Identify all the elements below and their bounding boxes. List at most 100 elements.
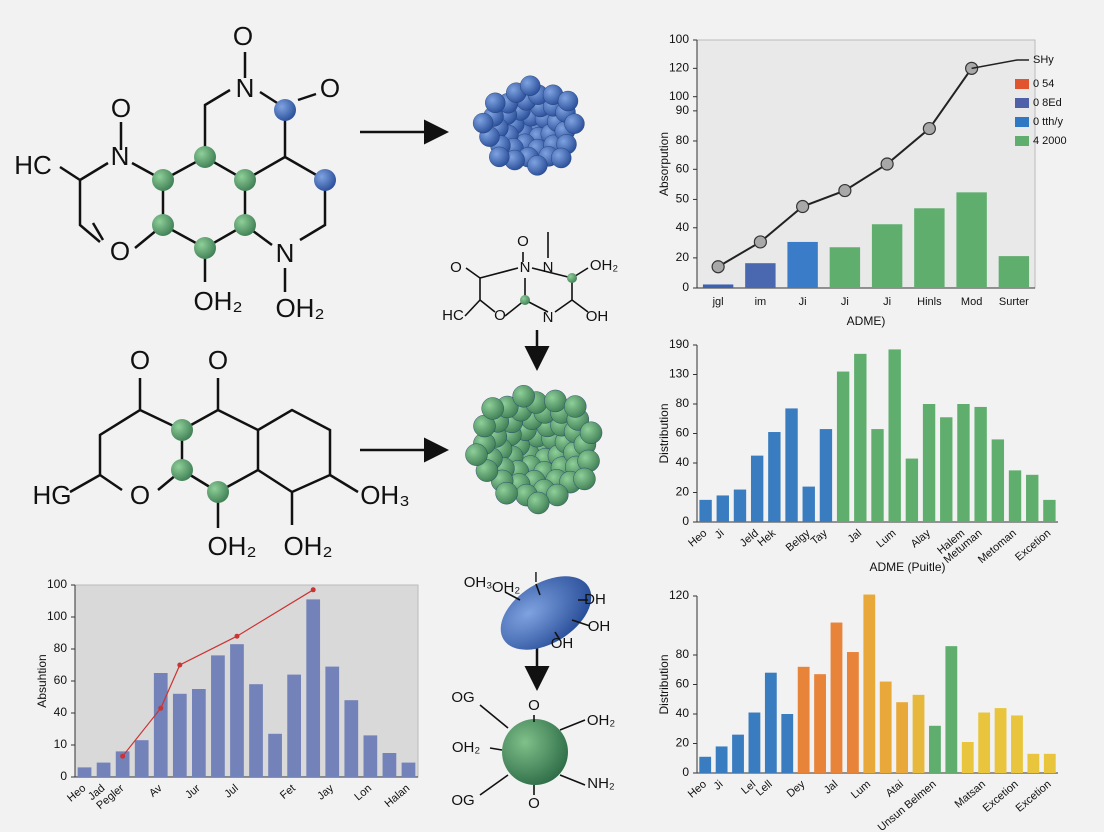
atom-label: HG [33, 480, 72, 510]
x-tick-label: Surter [999, 296, 1029, 308]
x-tick-label: Ji [883, 296, 891, 308]
y-tick-label: 100 [669, 32, 689, 46]
x-tick-label: Hek [755, 527, 778, 549]
x-tick-label: Metoman [976, 527, 1019, 566]
y-tick-label: 10 [54, 737, 68, 751]
y-tick-label: 60 [676, 161, 690, 175]
x-tick-label: Jal [846, 527, 864, 545]
molecule-labels: O N O O N HC O N OH₂ OH₂ O O N N OH₂ HC … [14, 21, 618, 812]
y-tick-label: 20 [676, 736, 690, 750]
line-marker [234, 633, 240, 639]
bar [745, 263, 776, 288]
atom-label: O [528, 795, 540, 812]
bar [978, 712, 991, 773]
bar [1043, 499, 1056, 522]
bonds [59, 52, 327, 292]
bar [363, 735, 378, 777]
x-tick-label: Heo [686, 527, 709, 549]
bar [134, 740, 149, 777]
y-tick-label: 120 [669, 61, 689, 75]
line-lead [971, 59, 1029, 70]
x-tick-label: Jal [822, 778, 840, 796]
bar [814, 674, 826, 773]
x-tick-label: Atai [884, 778, 906, 799]
x-tick-label: Lon [352, 782, 374, 803]
atom-sphere [472, 112, 494, 134]
bar [956, 192, 987, 288]
x-tick-label: Unsun Belmen [876, 778, 939, 832]
bar [974, 406, 987, 522]
atom-sphere [485, 92, 506, 113]
atom-label: OH [586, 308, 609, 325]
x-tick-label: Jul [222, 782, 240, 800]
atom-sphere [495, 482, 518, 505]
x-tick-label: Av [147, 782, 165, 800]
bar [896, 702, 909, 773]
bar [211, 655, 225, 777]
atom-sphere [481, 397, 504, 420]
y-tick-label: 100 [669, 89, 689, 103]
line-marker [177, 662, 183, 668]
atom-label: OG [451, 689, 474, 706]
bar [912, 694, 925, 773]
atom-label: N [236, 73, 255, 103]
atom-label: O [528, 697, 540, 714]
atom-label: O [110, 236, 130, 266]
y-tick-label: 40 [676, 455, 690, 469]
bar [249, 684, 263, 777]
y-axis-label: Absorpution [657, 132, 671, 196]
bar [344, 700, 359, 777]
bar [1011, 715, 1023, 773]
atom-label: OH₂ [590, 257, 619, 274]
x-tick-label: jgl [712, 296, 724, 308]
bar [787, 241, 818, 288]
bar [863, 594, 876, 773]
x-tick-label: Halan [383, 782, 413, 810]
y-tick-label: 60 [54, 673, 68, 687]
bar [871, 224, 903, 288]
atom-label: DH [584, 591, 606, 608]
bar [153, 673, 168, 777]
y-tick-label: 0 [682, 514, 689, 528]
atom-label: O [320, 73, 340, 103]
atom-label: O [517, 233, 529, 250]
bar [748, 712, 761, 773]
atom-label: O [208, 345, 228, 375]
atom-label: OH₂ [193, 286, 242, 316]
atoms [152, 99, 336, 259]
bonds-sphere [479, 704, 586, 796]
atom-sphere [579, 421, 603, 444]
x-tick-label: Excetion [1013, 527, 1053, 563]
atom-label: O [494, 307, 506, 324]
bar [998, 256, 1030, 288]
bar [802, 486, 815, 522]
y-axis-label: Distribution [657, 403, 671, 463]
x-tick-label: Dey [785, 778, 808, 800]
line-marker [310, 587, 316, 593]
bar [699, 499, 712, 522]
bar [1026, 474, 1039, 522]
y-tick-label: 0 [60, 769, 67, 783]
legend-swatch [1015, 79, 1029, 89]
atom-sphere [544, 389, 567, 413]
atom-sphere [475, 459, 499, 482]
bar [715, 746, 728, 773]
legend-swatch [1015, 98, 1029, 108]
x-tick-label: Ji [841, 296, 849, 308]
atom-sphere [551, 147, 572, 169]
line-name: SHy [1033, 54, 1054, 66]
atom-sphere [489, 146, 510, 168]
bar [836, 371, 850, 522]
bar [268, 733, 282, 777]
atom-label: OH₂ [283, 531, 332, 561]
y-tick-label: 40 [676, 706, 690, 720]
y-tick-label: 20 [676, 485, 690, 499]
bar [401, 762, 416, 777]
line-marker [711, 260, 725, 274]
bar [750, 455, 764, 522]
atom-sphere [564, 395, 587, 418]
